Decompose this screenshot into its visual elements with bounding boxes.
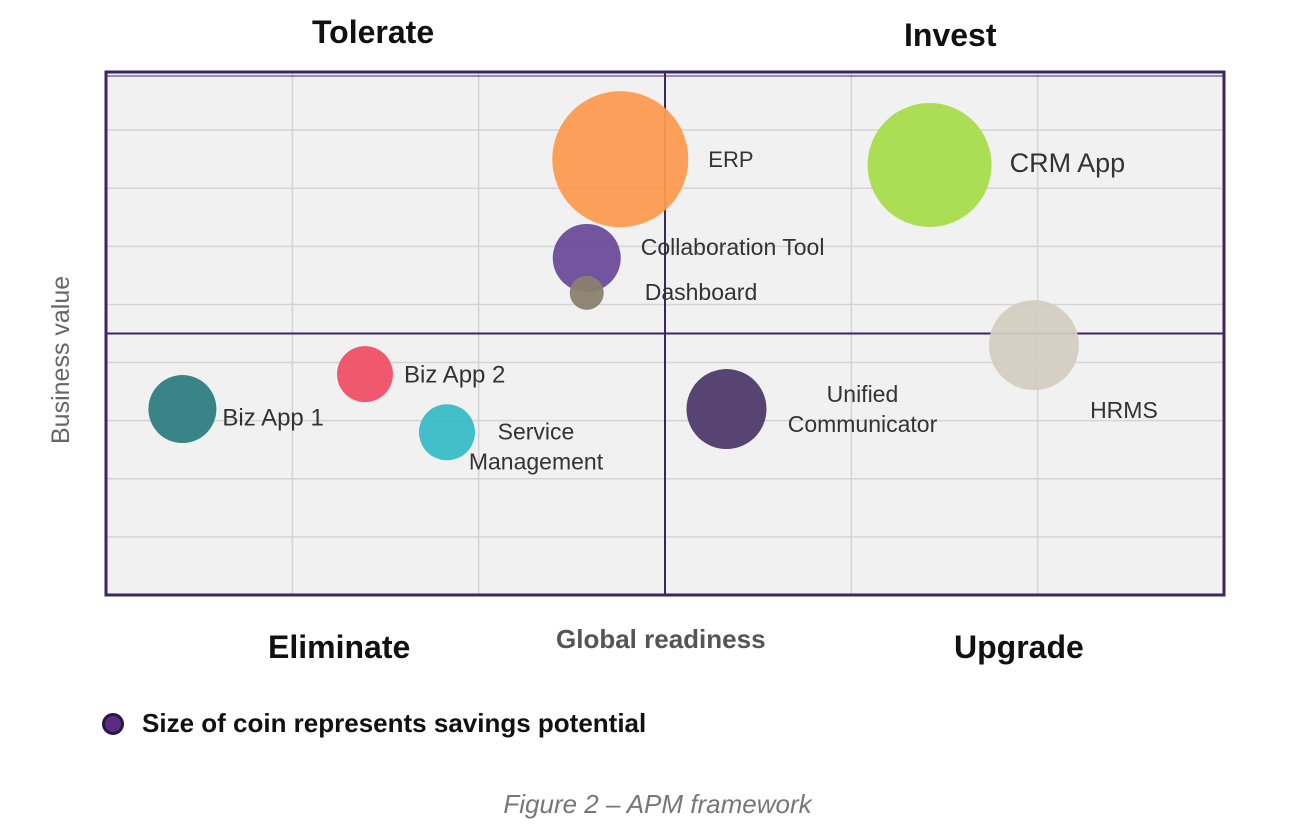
bubble-unified-communicator	[686, 369, 767, 450]
x-axis-title: Global readiness	[556, 624, 766, 654]
bubble-label: CRM App	[1010, 148, 1126, 178]
bubble-label: Collaboration Tool	[641, 234, 825, 260]
quadrant-label-upgrade: Upgrade	[954, 629, 1084, 665]
bubble-service-management	[418, 404, 475, 461]
bubble-biz-app-1	[148, 375, 217, 444]
quadrant-label-tolerate: Tolerate	[312, 14, 435, 50]
bubble-erp	[552, 91, 689, 228]
bubble-label: Biz App 1	[222, 404, 323, 431]
quadrant-label-invest: Invest	[904, 17, 997, 53]
bubble-label: Service Management	[469, 418, 604, 474]
bubble-label: Biz App 2	[404, 362, 505, 389]
bubble-biz-app-2	[337, 346, 394, 403]
y-axis-title: Business value	[47, 275, 75, 444]
bubble-crm-app	[867, 102, 992, 227]
bubble-label: Unified Communicator	[788, 381, 938, 437]
bubble-label: Dashboard	[645, 279, 758, 305]
legend-text: Size of coin represents savings potentia…	[142, 708, 647, 738]
legend-coin-icon	[102, 712, 124, 735]
bubble-hrms	[988, 300, 1079, 391]
bubble-label: ERP	[708, 147, 753, 172]
bubble-collaboration-tool	[552, 223, 621, 292]
figure-caption: Figure 2 – APM framework	[503, 789, 812, 819]
legend: Size of coin represents savings potentia…	[102, 708, 646, 739]
bubble-dashboard	[569, 275, 604, 310]
quadrant-label-eliminate: Eliminate	[268, 629, 411, 665]
bubble-label: HRMS	[1090, 397, 1158, 423]
